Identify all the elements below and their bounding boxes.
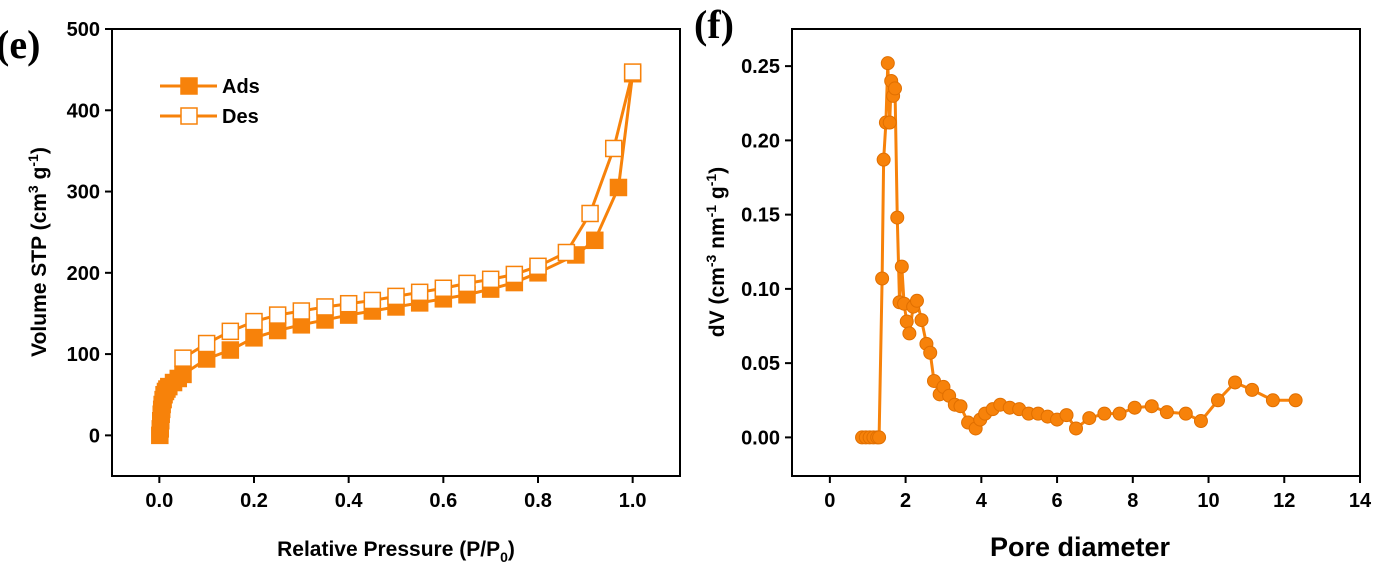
pore-distribution-chart: (f) 0 2 4 6 8 10 12 140.000.050.100.150.200.25 … <box>694 2 1372 562</box>
data-point-ads <box>609 178 628 197</box>
y-tick-label-e: 500 <box>67 19 100 41</box>
data-point-pore <box>1144 399 1159 414</box>
data-point-des <box>557 243 576 262</box>
legend-marker-des <box>180 107 198 125</box>
data-point-pore <box>882 115 897 130</box>
y-tick-label-f: 0.20 <box>741 130 780 152</box>
data-point-des <box>505 265 524 284</box>
data-point-des <box>197 334 216 353</box>
data-point-des <box>434 279 453 298</box>
x-tick-label-e: 0.8 <box>524 490 552 512</box>
x-tick-label-f: 4 <box>976 490 988 512</box>
y-tick-label-f: 0.10 <box>741 279 780 301</box>
data-point-pore <box>894 259 909 274</box>
legend-e: Ads Des <box>160 76 260 128</box>
data-point-pore <box>890 210 905 225</box>
y-tick-label-e: 200 <box>67 263 100 285</box>
data-point-des <box>529 257 547 276</box>
data-point-des <box>481 270 500 289</box>
plot-frame-e <box>111 28 681 477</box>
data-point-ads <box>245 329 263 347</box>
data-point-des <box>581 204 599 223</box>
data-point-des <box>363 291 382 310</box>
x-tick-label-f: 6 <box>1052 490 1063 512</box>
x-axis-label-e: Relative Pressure (P/P0) <box>277 538 515 565</box>
y-tick-label-e: 100 <box>67 344 100 366</box>
data-point-pore <box>880 56 895 71</box>
data-point-ads <box>268 321 287 340</box>
data-point-des <box>387 287 405 306</box>
data-point-des <box>268 306 287 324</box>
data-point-des <box>458 274 476 293</box>
data-point-pore <box>1288 393 1303 408</box>
data-point-ads <box>221 341 240 359</box>
x-tick-label-f: 12 <box>1273 490 1295 512</box>
y-tick-label-e: 400 <box>67 100 100 122</box>
x-tick-label-e: 0.4 <box>335 490 364 512</box>
legend-label-ads: Ads <box>222 76 260 98</box>
data-point-des <box>221 322 240 341</box>
data-point-des <box>410 283 429 302</box>
y-axis-label-e: Volume STP (cm3 g-1) <box>25 147 51 357</box>
y-tick-label-e: 300 <box>67 182 100 204</box>
x-tick-label-f: 14 <box>1349 490 1372 512</box>
data-point-pore <box>902 326 917 341</box>
data-point-pore <box>887 81 902 96</box>
y-tick-label-f: 0.00 <box>741 427 780 449</box>
data-point-des <box>174 349 192 367</box>
y-tick-label-e: 0 <box>89 425 100 447</box>
data-point-pore <box>1265 393 1280 408</box>
data-point-pore <box>1245 382 1260 397</box>
plot-frame-f <box>791 28 1361 477</box>
y-tick-label-f: 0.25 <box>741 56 780 78</box>
data-point-pore <box>909 293 924 308</box>
x-tick-label-e: 0.6 <box>429 490 457 512</box>
data-point-des <box>316 298 334 316</box>
legend-label-des: Des <box>222 106 259 128</box>
data-point-pore <box>1127 400 1142 415</box>
data-point-pore <box>1082 411 1097 426</box>
data-point-des <box>604 139 623 158</box>
data-point-pore <box>953 399 968 414</box>
data-point-pore <box>1159 405 1174 420</box>
data-point-pore <box>1193 414 1208 429</box>
panel-label-e: (e) <box>0 22 40 67</box>
data-point-pore <box>914 313 929 328</box>
data-point-pore <box>876 152 891 167</box>
isotherm-chart: (e) 0.0 0.2 0.4 0.6 0.8 1.0 0 100 200 300 400 500 A… <box>0 19 681 565</box>
x-tick-label-f: 2 <box>900 490 911 512</box>
data-point-pore <box>899 314 914 329</box>
x-tick-label-f: 0 <box>824 490 835 512</box>
x-tick-label-f: 10 <box>1197 490 1219 512</box>
y-tick-label-f: 0.15 <box>741 205 780 227</box>
panel-label-f: (f) <box>694 2 734 47</box>
data-point-pore <box>1228 375 1243 390</box>
x-axis-label-f: Pore diameter <box>990 532 1171 562</box>
data-point-pore <box>1059 408 1074 423</box>
data-point-des <box>292 302 311 320</box>
x-tick-label-e: 1.0 <box>619 490 647 512</box>
data-point-ads <box>174 365 192 384</box>
data-point-pore <box>1112 406 1127 421</box>
y-axis-label-f: dV (cm-3 nm-1 g-1) <box>703 167 729 337</box>
data-point-des <box>245 312 263 331</box>
data-point-pore <box>1211 393 1225 408</box>
data-point-des <box>339 294 358 313</box>
legend-marker-ads <box>180 77 198 95</box>
data-point-des <box>623 63 642 81</box>
data-point-pore <box>1178 406 1193 421</box>
data-point-ads <box>586 231 604 250</box>
y-tick-label-f: 0.05 <box>741 353 780 375</box>
x-tick-label-e: 0.0 <box>145 490 173 512</box>
x-tick-label-e: 0.2 <box>240 490 268 512</box>
data-point-pore <box>1069 421 1083 436</box>
data-point-pore <box>1097 406 1112 421</box>
data-point-ads <box>197 350 216 368</box>
data-point-pore <box>875 271 890 286</box>
data-point-pore <box>872 430 887 445</box>
data-point-pore <box>923 345 938 360</box>
x-tick-label-f: 8 <box>1127 490 1138 512</box>
